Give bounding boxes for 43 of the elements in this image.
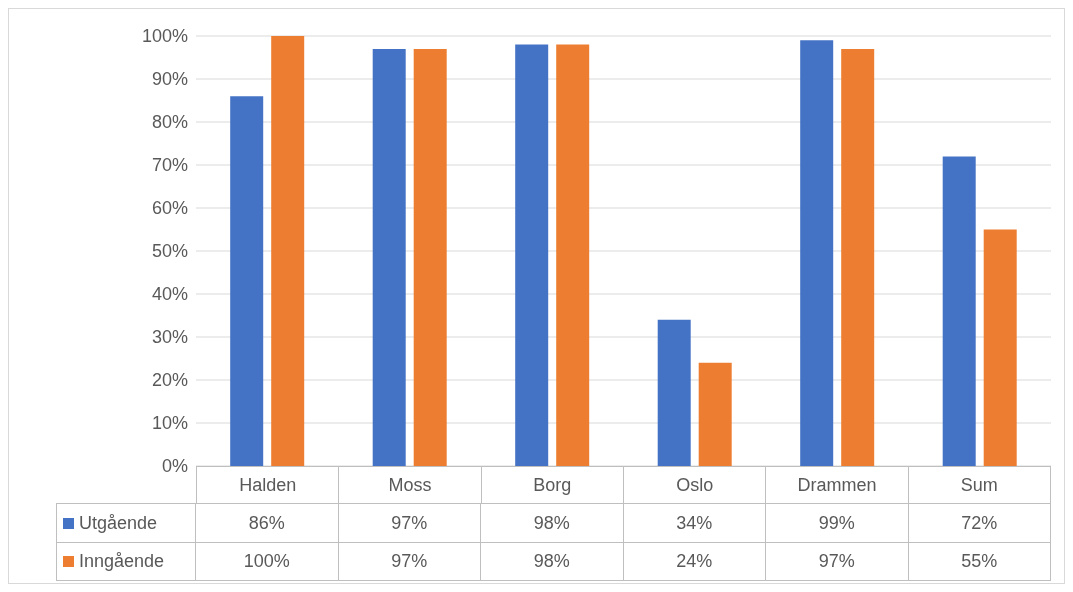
bar: [657, 319, 691, 466]
data-label: 34%: [623, 504, 766, 542]
bar: [372, 48, 406, 466]
data-label: 24%: [623, 543, 766, 580]
data-label: 98%: [481, 543, 624, 580]
data-label: 55%: [908, 543, 1051, 580]
y-tick-label: 20%: [151, 370, 188, 391]
bar: [413, 48, 447, 466]
bar: [698, 362, 732, 466]
x-tick-label: Drammen: [766, 467, 909, 503]
bar: [271, 36, 305, 466]
data-label: 99%: [766, 504, 909, 542]
y-tick-label: 80%: [151, 112, 188, 133]
y-tick-label: 40%: [151, 284, 188, 305]
bar: [800, 40, 834, 466]
bar: [841, 48, 875, 466]
y-tick-label: 70%: [151, 155, 188, 176]
bar: [983, 229, 1017, 466]
data-label: 97%: [338, 543, 481, 580]
data-label: 86%: [196, 504, 339, 542]
y-tick-label: 60%: [151, 198, 188, 219]
bar: [942, 156, 976, 466]
data-label: 100%: [196, 543, 339, 580]
data-label: 97%: [766, 543, 909, 580]
y-tick-label: 100%: [141, 26, 188, 47]
legend-label: Utgående: [79, 512, 158, 534]
y-tick-label: 10%: [151, 413, 188, 434]
data-label: 98%: [481, 504, 624, 542]
legend-label: Inngående: [79, 551, 165, 572]
bar: [515, 44, 549, 466]
data-label: 97%: [338, 504, 481, 542]
x-tick-label: Moss: [339, 467, 482, 503]
data-label: 72%: [908, 504, 1051, 542]
y-tick-label: 0%: [161, 456, 188, 477]
bar: [230, 96, 264, 466]
y-tick-label: 30%: [151, 327, 188, 348]
x-tick-label: Halden: [197, 467, 340, 503]
x-tick-label: Oslo: [623, 467, 767, 503]
x-tick-label: Borg: [481, 467, 624, 503]
y-tick-label: 50%: [151, 241, 188, 262]
bar: [556, 44, 590, 466]
y-tick-label: 90%: [151, 69, 188, 90]
x-tick-label: Sum: [908, 467, 1051, 503]
